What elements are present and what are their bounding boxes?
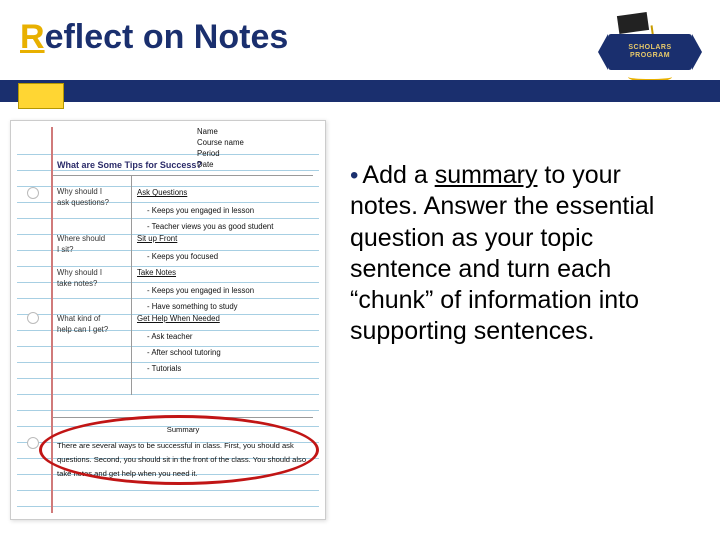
note-header: Take Notes (137, 265, 311, 281)
meta-period: Period (197, 148, 244, 159)
title-rest: eflect on Notes (45, 18, 289, 56)
cue-3: Why should I take notes? (57, 267, 129, 289)
summary-text: There are several ways to be successful … (57, 441, 306, 478)
meta-date: Date (197, 159, 244, 170)
note-block-2: Sit up Front Keeps you focused (137, 231, 311, 265)
cornell-notes-paper: Name Course name Period Date What are So… (10, 120, 326, 520)
note-header: Ask Questions (137, 185, 311, 201)
bullet-underlined: summary (435, 161, 538, 189)
accent-block (18, 83, 64, 109)
logo-text-1: SCHOLARS (628, 44, 671, 52)
header-meta: Name Course name Period Date (197, 127, 244, 170)
note-block-4: Get Help When Needed Ask teacher After s… (137, 311, 311, 377)
summary-heading: Summary (57, 423, 309, 437)
meta-course: Course name (197, 137, 244, 148)
meta-name: Name (197, 127, 244, 137)
cue-1: Why should I ask questions? (57, 186, 129, 208)
essential-question: What are Some Tips for Success? (57, 157, 202, 173)
note-block-3: Take Notes Keeps you engaged in lesson H… (137, 265, 311, 315)
bullet-pre: Add a (362, 161, 434, 189)
note-header: Get Help When Needed (137, 311, 311, 327)
cue-4: What kind of help can I get? (57, 313, 129, 335)
note-block-1: Ask Questions Keeps you engaged in lesso… (137, 185, 311, 235)
cue-2: Where should I sit? (57, 233, 129, 255)
note-item: After school tutoring (147, 345, 311, 361)
note-item: Keeps you engaged in lesson (147, 203, 311, 219)
grad-cap-icon (617, 12, 649, 34)
logo-banner: SCHOLARS PROGRAM (608, 34, 692, 70)
note-item: Ask teacher (147, 329, 311, 345)
logo-text-2: PROGRAM (630, 52, 670, 60)
main-bullet: •Add a summary to your notes. Answer the… (350, 160, 680, 348)
title-emphasis: R (20, 18, 45, 56)
note-item: Keeps you focused (147, 249, 311, 265)
note-item: Tutorials (147, 361, 311, 377)
bullet-dot-icon: • (350, 162, 358, 189)
summary-section: Summary There are several ways to be suc… (57, 423, 309, 481)
note-header: Sit up Front (137, 231, 311, 247)
title-underline-bar (0, 80, 720, 102)
note-item: Keeps you engaged in lesson (147, 283, 311, 299)
